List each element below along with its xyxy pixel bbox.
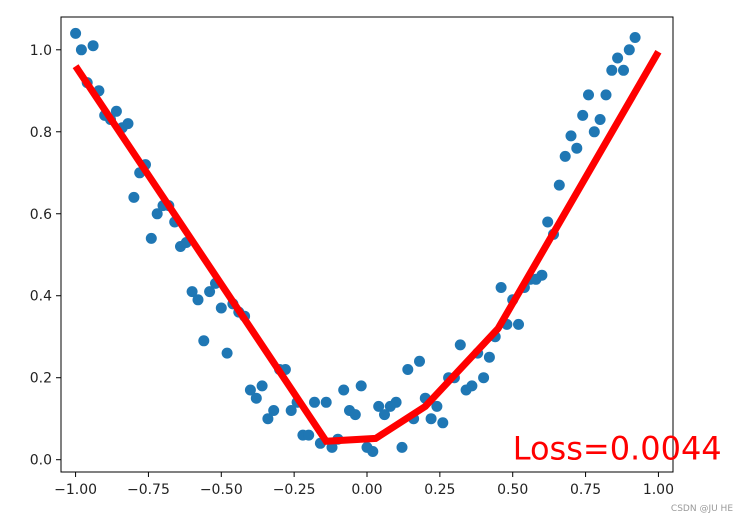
data-point xyxy=(495,282,507,293)
data-point xyxy=(367,446,379,457)
x-tick-label: 1.00 xyxy=(643,482,674,498)
data-point xyxy=(198,335,210,347)
data-point xyxy=(553,179,565,191)
data-point xyxy=(221,347,233,359)
x-tick-label: 0.50 xyxy=(497,482,528,498)
y-tick-label: 0.6 xyxy=(30,207,52,223)
y-tick-label: 0.2 xyxy=(30,371,52,387)
data-point xyxy=(379,409,390,421)
data-point xyxy=(192,294,204,306)
x-tick-label: 0.00 xyxy=(351,482,382,498)
data-point xyxy=(559,150,571,162)
x-tick-label: −1.00 xyxy=(54,482,97,498)
x-tick-label: −0.25 xyxy=(273,482,316,498)
data-point xyxy=(262,413,274,425)
data-point xyxy=(577,109,589,121)
data-point xyxy=(110,105,122,117)
data-point xyxy=(565,130,577,142)
data-point xyxy=(600,89,612,101)
data-point xyxy=(606,64,618,76)
data-point xyxy=(594,114,606,125)
data-point xyxy=(571,142,583,154)
data-point xyxy=(122,118,134,130)
data-point xyxy=(373,400,385,412)
data-point xyxy=(204,286,216,298)
x-tick-label: 0.25 xyxy=(424,482,455,498)
y-tick-label: 0.0 xyxy=(30,453,52,469)
data-point xyxy=(151,208,163,220)
data-point xyxy=(612,52,624,64)
data-point xyxy=(285,405,297,416)
data-point xyxy=(437,417,449,429)
data-point xyxy=(70,27,82,39)
data-point xyxy=(478,372,490,384)
data-point xyxy=(483,351,495,363)
y-axis: 0.0 0.2 0.4 0.6 0.8 1.0 xyxy=(30,43,61,469)
data-point xyxy=(390,396,402,408)
data-point xyxy=(75,44,87,56)
data-point xyxy=(349,409,361,421)
data-point xyxy=(355,380,367,392)
y-tick-label: 0.4 xyxy=(30,289,52,305)
data-point xyxy=(588,126,600,138)
data-point xyxy=(542,216,554,228)
data-point xyxy=(320,396,332,408)
data-point xyxy=(466,380,478,392)
data-point xyxy=(583,89,594,101)
data-point xyxy=(425,413,437,425)
data-point xyxy=(629,32,641,43)
data-point xyxy=(215,302,227,314)
data-point xyxy=(536,269,548,281)
loss-annotation: Loss=0.0044 xyxy=(513,430,722,468)
y-tick-label: 0.8 xyxy=(30,125,52,141)
data-point xyxy=(303,429,315,441)
data-point xyxy=(244,384,256,396)
data-point xyxy=(87,40,99,52)
data-point xyxy=(396,441,408,453)
data-point xyxy=(250,392,262,404)
data-point xyxy=(145,232,157,244)
data-point xyxy=(618,64,629,76)
data-point xyxy=(414,355,425,367)
data-point xyxy=(431,400,443,412)
data-point xyxy=(402,364,414,375)
x-tick-label: 0.75 xyxy=(570,482,601,498)
x-tick-label: −0.50 xyxy=(200,482,243,498)
data-point xyxy=(268,405,280,416)
watermark: CSDN @JU HE xyxy=(671,504,733,514)
data-point xyxy=(309,396,320,408)
data-point xyxy=(326,441,338,453)
x-tick-label: −0.75 xyxy=(127,482,170,498)
fit-line xyxy=(72,50,662,445)
data-point xyxy=(128,191,140,203)
y-tick-label: 1.0 xyxy=(30,43,52,59)
data-point xyxy=(454,339,466,351)
data-point xyxy=(338,384,350,396)
data-point xyxy=(513,318,524,330)
data-point xyxy=(186,286,198,298)
data-point xyxy=(623,44,635,56)
data-point xyxy=(256,380,268,392)
x-axis: −1.00 −0.75 −0.50 −0.25 0.00 0.25 0.50 0.75 1.00 xyxy=(54,472,674,498)
plot-frame xyxy=(60,16,674,473)
